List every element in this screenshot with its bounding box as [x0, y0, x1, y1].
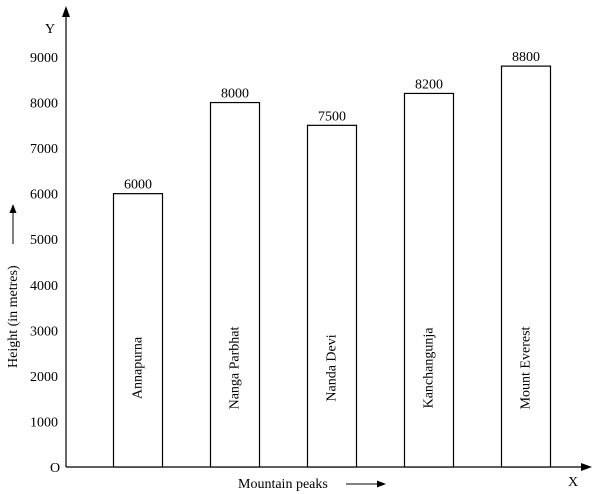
x-axis-letter: X	[568, 475, 578, 490]
y-tick-label: 6000	[30, 188, 58, 203]
category-label: Kanchangunja	[422, 327, 437, 409]
data-labels: 6000 8000 7500 8200 8800	[124, 50, 540, 193]
bar	[209, 101, 261, 468]
category-label: Annapurna	[131, 336, 146, 399]
category-label: Nanda Devi	[325, 334, 340, 401]
bar-value-label: 8000	[221, 87, 249, 102]
y-title-arrowhead	[9, 204, 17, 213]
origin-label: O	[50, 461, 60, 476]
x-title-arrowhead	[377, 480, 386, 488]
y-axis-letter: Y	[45, 22, 55, 37]
bar	[403, 92, 455, 468]
y-tick-label: 5000	[30, 233, 58, 248]
y-axis-title: Height (in metres)	[6, 265, 21, 368]
bar	[306, 124, 358, 468]
bar-value-label: 7500	[318, 109, 346, 124]
y-tick-label: 9000	[30, 51, 58, 66]
y-tick-label: 7000	[30, 142, 58, 157]
bar-value-label: 8800	[512, 50, 540, 65]
y-tick-labels: 1000 2000 3000 4000 5000 6000 7000 8000 9000	[30, 51, 58, 430]
y-tick-label: 2000	[30, 370, 58, 385]
bar	[112, 193, 164, 468]
bar-value-label: 8200	[415, 77, 443, 92]
bar	[500, 65, 552, 468]
y-tick-label: 1000	[30, 415, 58, 430]
category-labels: Annapurna Nanga Parbhat Nanda Devi Kanchang…	[131, 326, 534, 409]
category-label: Mount Everest	[519, 326, 534, 409]
y-tick-label: 4000	[30, 279, 58, 294]
category-label: Nanga Parbhat	[228, 326, 243, 409]
x-axis-arrowhead	[581, 463, 592, 471]
y-axis-arrowhead	[62, 6, 70, 17]
bars	[112, 65, 552, 468]
x-axis-title: Mountain peaks	[238, 477, 328, 492]
y-tick-label: 8000	[30, 97, 58, 112]
y-tick-label: 3000	[30, 324, 58, 339]
bar-value-label: 6000	[124, 178, 152, 193]
